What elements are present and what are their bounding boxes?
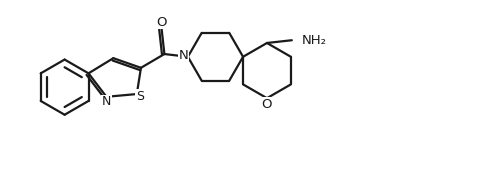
Text: NH₂: NH₂ xyxy=(302,34,326,47)
Text: O: O xyxy=(262,98,272,111)
Text: N: N xyxy=(179,49,189,62)
Text: N: N xyxy=(102,95,111,108)
Text: O: O xyxy=(156,16,167,29)
Text: S: S xyxy=(136,89,144,102)
